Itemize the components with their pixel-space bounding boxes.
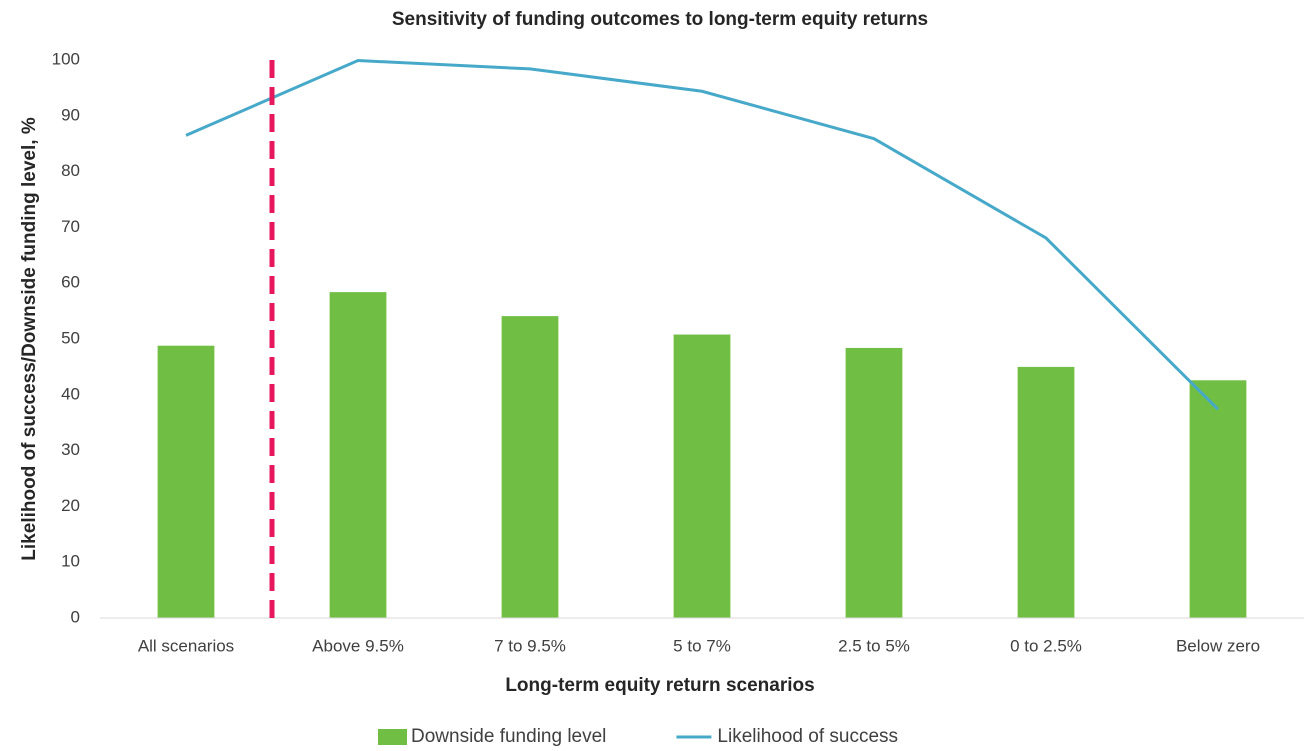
y-tick-label: 0 — [71, 607, 80, 626]
y-tick-label: 100 — [52, 49, 80, 68]
x-tick-label: Above 9.5% — [312, 636, 404, 655]
bar — [1189, 380, 1247, 618]
bar — [501, 316, 559, 618]
line — [185, 59, 1220, 411]
bar — [845, 347, 903, 618]
y-axis-label: Likelihood of success/Downside funding l… — [19, 117, 40, 561]
bar — [157, 345, 215, 618]
y-tick-label: 80 — [61, 161, 80, 180]
y-tick-label: 60 — [61, 273, 80, 292]
bar — [329, 292, 387, 618]
chart-title: Sensitivity of funding outcomes to long-… — [392, 9, 928, 30]
legend-label: Likelihood of success — [717, 726, 898, 747]
bar — [673, 334, 731, 618]
legend-label: Downside funding level — [411, 726, 606, 747]
y-tick-label: 30 — [61, 440, 80, 459]
x-tick-label: 0 to 2.5% — [1010, 636, 1082, 655]
y-tick-label: 10 — [61, 552, 80, 571]
x-axis-label: Long-term equity return scenarios — [505, 675, 814, 696]
x-tick-label: 5 to 7% — [673, 636, 731, 655]
x-tick-label: All scenarios — [138, 636, 234, 655]
y-tick-label: 20 — [61, 496, 80, 515]
legend-swatch — [378, 729, 407, 745]
x-tick-label: Below zero — [1176, 636, 1260, 655]
x-tick-label: 2.5 to 5% — [838, 636, 910, 655]
y-tick-label: 70 — [61, 217, 80, 236]
bar — [1017, 366, 1075, 618]
x-tick-label: 7 to 9.5% — [494, 636, 566, 655]
y-tick-label: 90 — [61, 105, 80, 124]
y-tick-label: 40 — [61, 384, 80, 403]
y-tick-label: 50 — [61, 328, 80, 347]
